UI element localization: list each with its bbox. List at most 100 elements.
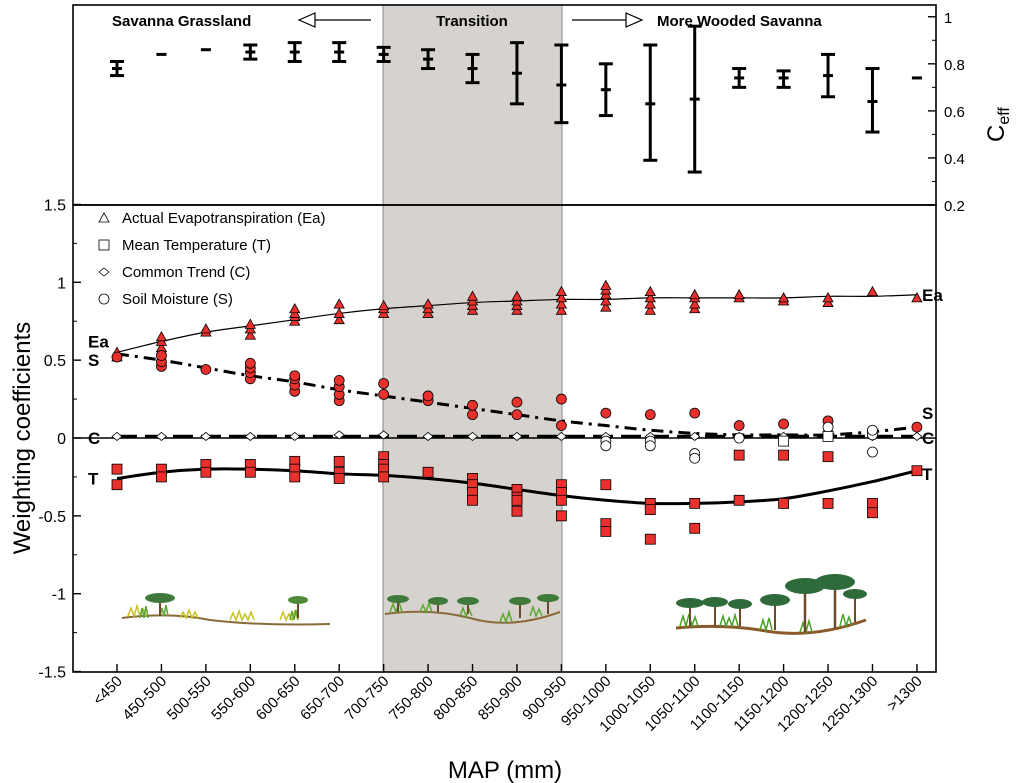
- point-triangle: [911, 292, 923, 303]
- point-diamond: [555, 431, 568, 441]
- x-tick-label: 600-650: [253, 673, 304, 724]
- point-triangle: [733, 288, 745, 300]
- line-label-c-left: C: [88, 429, 100, 448]
- point-circle: [511, 396, 523, 408]
- point-diamond: [200, 431, 212, 441]
- point-diamond: [155, 431, 168, 441]
- point-triangle: [555, 304, 568, 315]
- point-circle: [289, 370, 301, 382]
- x-tick-label: 700-750: [342, 673, 393, 724]
- ceff-tick-label: 0.8: [944, 57, 965, 74]
- point-circle: [422, 390, 434, 402]
- y-axis-title: Weighting coefficients: [9, 322, 36, 555]
- point-triangle: [600, 295, 612, 306]
- point-square: [111, 479, 123, 491]
- point-square: [822, 431, 834, 442]
- point-triangle: [644, 292, 656, 303]
- point-square: [778, 497, 789, 509]
- point-square: [156, 471, 167, 483]
- point-triangle: [333, 298, 345, 309]
- point-diamond: [689, 431, 701, 441]
- y-tick-label: 0: [57, 431, 66, 448]
- ceff-tick-label: 0.4: [944, 151, 965, 168]
- legend-label: Mean Temperature (T): [122, 237, 271, 254]
- point-circle: [333, 374, 345, 386]
- point-triangle: [511, 290, 523, 301]
- wooded-savanna-illustration: [675, 574, 867, 635]
- line-label-s-right: S: [922, 404, 933, 423]
- point-triangle: [377, 299, 390, 311]
- point-circle: [556, 420, 567, 431]
- point-circle: [378, 389, 390, 400]
- point-square: [733, 494, 745, 506]
- point-triangle: [689, 288, 701, 300]
- point-square: [689, 522, 701, 534]
- point-triangle: [689, 298, 701, 309]
- ceff-errorbar: [509, 41, 524, 106]
- point-circle: [733, 420, 745, 431]
- point-square: [333, 473, 345, 484]
- point-square: [556, 494, 567, 506]
- y-tick-label: -1.5: [38, 665, 66, 682]
- point-circle: [467, 409, 478, 421]
- point-square: [244, 466, 256, 478]
- x-axis-title: MAP (mm): [448, 757, 562, 783]
- point-circle: [467, 399, 478, 411]
- point-square: [556, 510, 567, 522]
- ceff-axis-label-main: C: [983, 125, 1010, 142]
- point-square: [289, 471, 301, 483]
- point-triangle: [866, 285, 879, 297]
- point-triangle: [289, 302, 301, 314]
- point-diamond: [466, 431, 479, 441]
- ceff-axis-label: Ceff: [983, 107, 1013, 142]
- left-arrow: [297, 12, 371, 28]
- zone-label-more-wooded-savanna: More Wooded Savanna: [657, 13, 822, 30]
- point-diamond: [422, 431, 434, 441]
- ceff-errorbar: [821, 52, 836, 99]
- point-triangle: [155, 330, 168, 342]
- point-triangle: [244, 318, 256, 329]
- zone-label-transition: Transition: [436, 13, 508, 30]
- point-circle: [822, 421, 834, 433]
- point-triangle: [422, 298, 434, 309]
- point-circle: [867, 446, 878, 458]
- point-square: [822, 451, 834, 463]
- point-triangle: [777, 292, 790, 303]
- point-square: [511, 494, 523, 506]
- ceff-errorbar: [643, 43, 658, 162]
- point-circle: [689, 452, 701, 464]
- legend: Actual Evapotranspiration (Ea) Mean Tempe…: [98, 210, 325, 308]
- line-label-t-right: T: [922, 465, 933, 484]
- point-square: [378, 471, 390, 483]
- line-label-s-left: S: [88, 351, 99, 370]
- point-diamond: [911, 431, 923, 441]
- data-points: [111, 279, 923, 545]
- point-square: [200, 466, 212, 478]
- y-tick-label: 1.5: [44, 197, 66, 214]
- point-square: [911, 465, 923, 477]
- point-circle: [244, 357, 256, 369]
- point-triangle: [333, 307, 345, 318]
- ceff-errorbar: [110, 59, 124, 78]
- ceff-errorbar: [687, 24, 702, 174]
- legend-label: Actual Evapotranspiration (Ea): [122, 210, 325, 227]
- point-circle: [600, 440, 612, 452]
- x-tick-label: 750-800: [386, 673, 437, 724]
- legend-marker-diamond: [98, 267, 110, 277]
- point-triangle: [555, 298, 568, 309]
- y-tick-label: -0.5: [38, 509, 66, 526]
- y-tick-label: 1: [57, 275, 66, 292]
- point-square: [733, 449, 745, 461]
- x-tick-label: 650-700: [297, 673, 348, 724]
- point-circle: [733, 432, 745, 444]
- ceff-errorbar: [287, 41, 302, 63]
- ceff-tick-label: 0.6: [944, 104, 965, 121]
- point-square: [600, 479, 612, 491]
- line-label-c-right: C: [922, 429, 934, 448]
- point-square: [111, 463, 123, 475]
- zone-label-savanna-grassland: Savanna Grassland: [112, 13, 251, 30]
- ceff-errorbar: [243, 43, 258, 61]
- legend-marker-circle: [98, 293, 110, 305]
- point-diamond: [511, 431, 523, 441]
- point-diamond: [377, 430, 390, 440]
